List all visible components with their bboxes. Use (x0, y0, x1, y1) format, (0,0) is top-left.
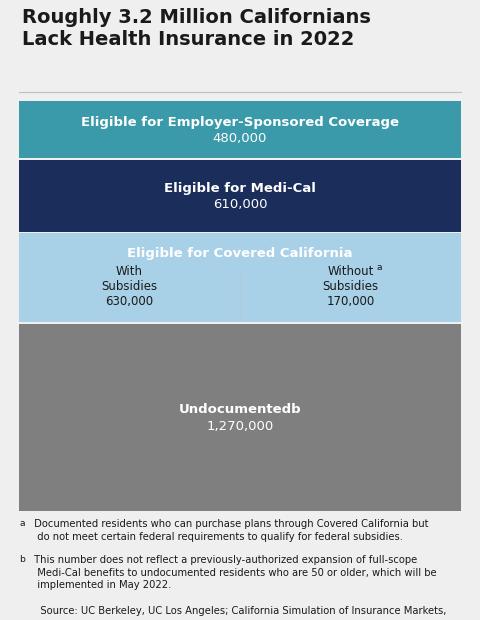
Text: 480,000: 480,000 (213, 132, 267, 145)
Text: Eligible for Medi-Cal: Eligible for Medi-Cal (164, 182, 316, 195)
Text: 1,270,000: 1,270,000 (206, 420, 274, 433)
Bar (19, 324, 461, 511)
Text: a: a (376, 263, 382, 272)
Text: 610,000: 610,000 (213, 198, 267, 211)
Text: With
Subsidies: With Subsidies (102, 265, 157, 293)
Text: 170,000: 170,000 (326, 295, 374, 308)
Text: Without
Subsidies: Without Subsidies (323, 265, 378, 293)
Text: This number does not reflect a previously-authorized expansion of full-scope
  M: This number does not reflect a previousl… (31, 555, 437, 590)
Text: Undocumentedb: Undocumentedb (179, 404, 301, 417)
Text: Eligible for Employer-Sponsored Coverage: Eligible for Employer-Sponsored Coverage (81, 116, 399, 129)
Text: 630,000: 630,000 (106, 295, 154, 308)
Bar (19, 160, 461, 232)
Text: b: b (19, 555, 25, 564)
Text: Eligible for Covered California: Eligible for Covered California (127, 247, 353, 260)
Bar (19, 101, 461, 158)
Text: Source: UC Berkeley, UC Los Angeles; California Simulation of Insurance Markets,: Source: UC Berkeley, UC Los Angeles; Cal… (31, 606, 446, 616)
Text: Roughly 3.2 Million Californians
Lack Health Insurance in 2022: Roughly 3.2 Million Californians Lack He… (22, 7, 371, 49)
Bar (19, 233, 461, 322)
Text: a: a (19, 519, 25, 528)
Text: Documented residents who can purchase plans through Covered California but
  do : Documented residents who can purchase pl… (31, 519, 429, 542)
